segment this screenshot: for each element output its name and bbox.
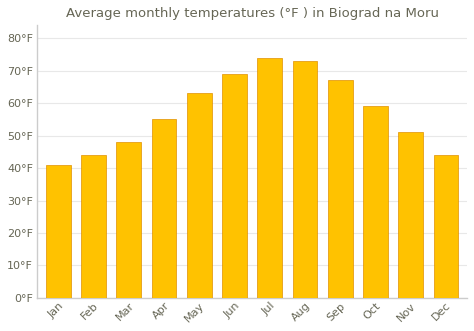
- Bar: [152, 119, 176, 298]
- Bar: [46, 165, 71, 298]
- Bar: [257, 58, 282, 298]
- Bar: [292, 61, 317, 298]
- Title: Average monthly temperatures (°F ) in Biograd na Moru: Average monthly temperatures (°F ) in Bi…: [65, 7, 438, 20]
- Bar: [81, 155, 106, 298]
- Bar: [363, 106, 388, 298]
- Bar: [434, 155, 458, 298]
- Bar: [328, 80, 353, 298]
- Bar: [187, 93, 211, 298]
- Bar: [117, 142, 141, 298]
- Bar: [222, 74, 247, 298]
- Bar: [398, 132, 423, 298]
